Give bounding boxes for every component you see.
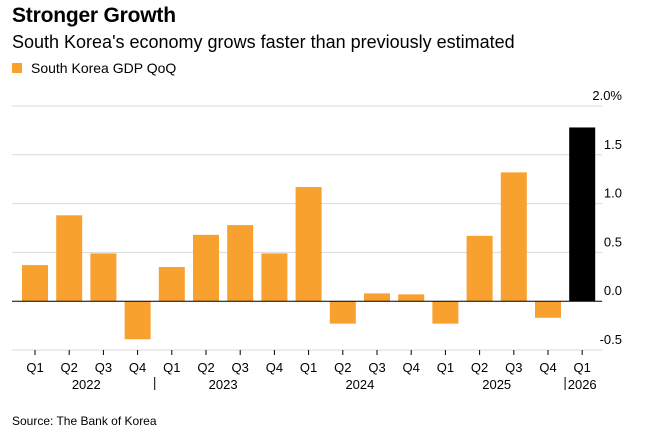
bar-14: [500, 172, 527, 302]
bar-13: [466, 235, 493, 302]
bar-2: [90, 253, 117, 302]
y-tick-label: 0.5: [604, 234, 622, 249]
bar-15: [535, 301, 561, 318]
chart-subtitle: South Korea's economy grows faster than …: [12, 32, 515, 52]
x-tick-label: Q3: [505, 360, 522, 375]
y-tick-label: -0.5: [600, 332, 622, 347]
bar-7: [261, 253, 288, 302]
bar-1: [56, 215, 83, 302]
bar-12: [432, 301, 459, 324]
bar-6: [227, 225, 254, 302]
y-tick-label: 1.0: [604, 186, 622, 201]
legend-swatch: [12, 63, 22, 73]
chart-title: Stronger Growth: [12, 4, 176, 27]
x-tick-label: Q2: [471, 360, 488, 375]
x-tick-label: Q2: [197, 360, 214, 375]
x-tick-label: Q2: [61, 360, 78, 375]
bar-0: [22, 265, 48, 302]
x-tick-label: Q1: [163, 360, 180, 375]
bar-3: [124, 301, 151, 340]
bar-11: [398, 294, 425, 302]
year-label: 2022: [72, 377, 101, 392]
x-tick-label: Q2: [334, 360, 351, 375]
x-tick-label: Q1: [300, 360, 317, 375]
legend-label: South Korea GDP QoQ: [31, 60, 177, 76]
x-tick-label: Q4: [403, 360, 420, 375]
year-label: 2024: [345, 377, 374, 392]
year-label: 2026: [568, 377, 597, 392]
x-tick-label: Q4: [539, 360, 556, 375]
bar-8: [295, 187, 322, 302]
source-note: Source: The Bank of Korea: [12, 414, 157, 428]
legend: South Korea GDP QoQ: [12, 60, 176, 76]
bar-4: [158, 267, 185, 302]
year-label: 2023: [209, 377, 238, 392]
x-tick-label: Q3: [232, 360, 249, 375]
y-tick-label: 1.5: [604, 137, 622, 152]
y-tick-label: 2.0%: [592, 88, 622, 103]
bar-10: [364, 293, 390, 302]
x-tick-label: Q1: [574, 360, 591, 375]
x-tick-label: Q3: [95, 360, 112, 375]
x-tick-label: Q1: [437, 360, 454, 375]
bar-5: [193, 234, 219, 302]
bar-9: [329, 301, 356, 324]
y-tick-label: 0.0: [604, 283, 622, 298]
year-label: 2025: [482, 377, 511, 392]
bar-16: [569, 127, 596, 302]
x-tick-label: Q4: [266, 360, 283, 375]
x-tick-label: Q4: [129, 360, 146, 375]
x-tick-label: Q1: [26, 360, 43, 375]
x-tick-label: Q3: [368, 360, 385, 375]
